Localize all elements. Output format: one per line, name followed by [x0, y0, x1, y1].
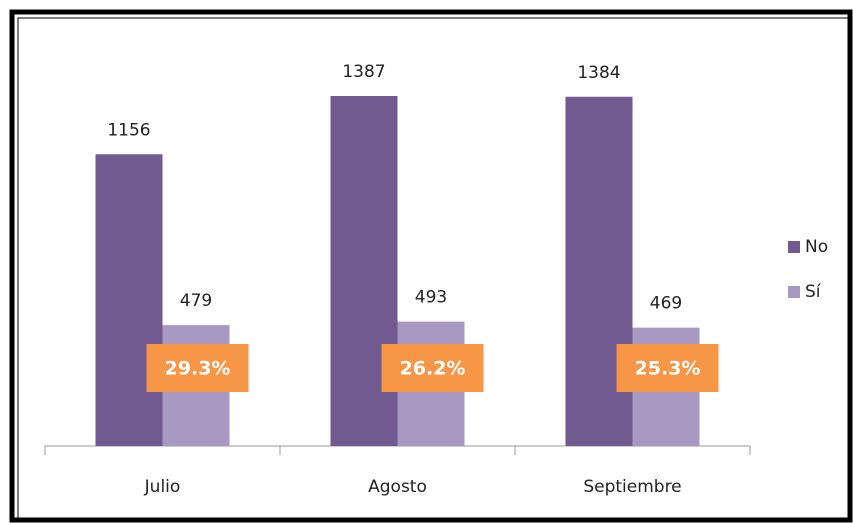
data-label: 469 — [650, 294, 682, 314]
annotation: 29.3% — [165, 358, 231, 380]
legend-swatch — [788, 241, 800, 253]
data-label: 493 — [415, 288, 447, 308]
data-label: 1156 — [107, 120, 150, 140]
annotation-box — [381, 344, 484, 392]
bar — [95, 154, 163, 447]
bar — [330, 96, 398, 446]
legend-label: No — [805, 237, 828, 257]
annotation-box — [616, 344, 719, 392]
data-label: 1384 — [577, 63, 620, 83]
x-tick-label: Julio — [144, 477, 181, 497]
data-label: 1387 — [342, 62, 385, 82]
data-label: 479 — [180, 291, 212, 311]
annotation-box — [146, 344, 249, 392]
legend-label: Sí — [805, 282, 822, 302]
legend-swatch — [788, 286, 800, 298]
x-tick-label: Septiembre — [583, 477, 681, 497]
inner-frame — [17, 17, 851, 521]
annotation: 26.2% — [400, 358, 466, 380]
annotation: 25.3% — [635, 358, 701, 380]
x-tick-label: Agosto — [368, 477, 427, 497]
bar — [565, 96, 633, 447]
